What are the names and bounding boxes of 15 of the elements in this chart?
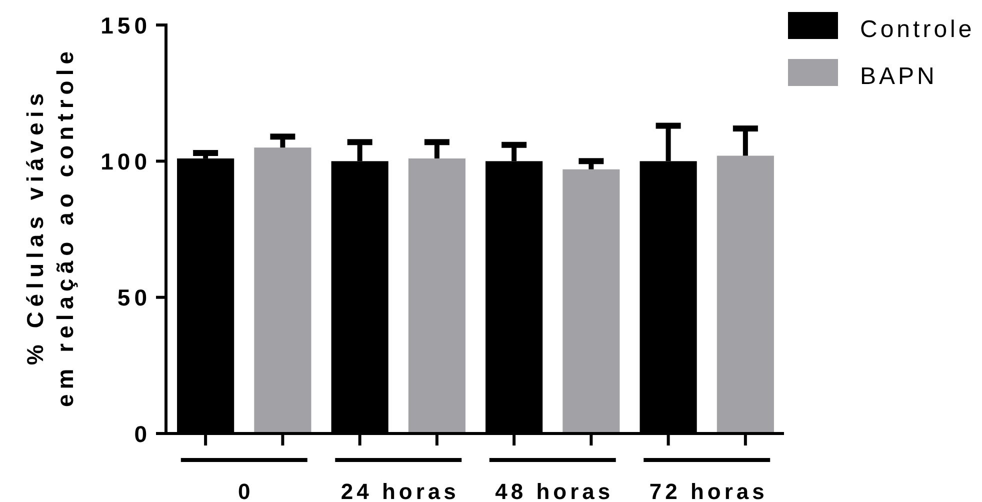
x-tick-label: 48 horas [495, 479, 614, 502]
y-tick-label: 0 [134, 420, 151, 447]
x-tick-label: 0 [238, 479, 254, 502]
x-tick-label: 24 horas [340, 479, 460, 502]
y-tick-label: 50 [117, 284, 151, 311]
y-tick-label: 100 [100, 148, 151, 174]
y-tick-label: 150 [100, 12, 151, 38]
bar [716, 156, 774, 434]
bar [408, 158, 466, 434]
x-tick-label: 72 horas [649, 479, 768, 502]
legend-label: BAPN [860, 63, 938, 90]
y-axis-title: % Células viáveis em relação ao controle [22, 46, 78, 408]
bar [254, 148, 312, 434]
legend-label: Controle [860, 16, 975, 43]
bar [562, 169, 620, 434]
